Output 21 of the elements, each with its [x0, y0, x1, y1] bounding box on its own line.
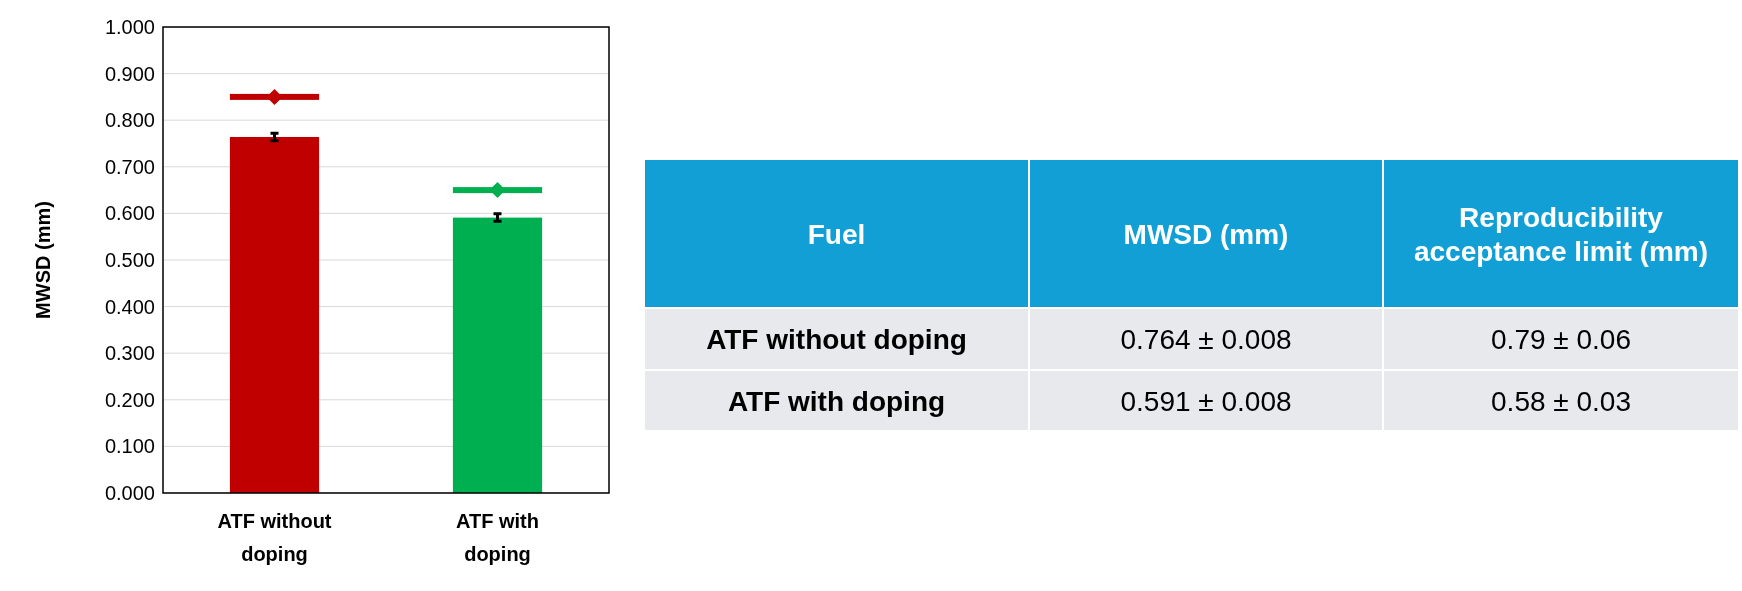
y-tick-label: 0.200 [104, 388, 155, 411]
text: 0.591 ± 0.008 [1120, 385, 1292, 417]
text: Reproducibility acceptance limit (mm) [1413, 201, 1709, 267]
y-tick-label: 0.800 [104, 109, 155, 132]
y-tick-label: 0.600 [104, 202, 155, 225]
y-tick-label: 0.100 [104, 435, 155, 458]
category-label: ATF without doping [706, 324, 967, 355]
text: 0.764 ± 0.008 [1120, 324, 1292, 355]
y-tick-label: 0.400 [104, 295, 155, 318]
text: Fuel [807, 218, 866, 250]
y-axis-title: MWSD (mm) [32, 201, 54, 319]
y-tick-label: 1.000 [104, 15, 155, 38]
category-label: ATF with doping [727, 385, 946, 417]
y-tick-label: 0.000 [104, 481, 155, 504]
y-tick-label: 0.900 [104, 62, 155, 85]
text: 0.79 ± 0.06 [1491, 324, 1631, 355]
y-tick-label: 0.700 [104, 155, 155, 178]
text: 0.58 ± 0.03 [1491, 385, 1631, 417]
y-tick-label: 0.300 [104, 342, 155, 365]
text: MWSD (mm) [1123, 218, 1289, 250]
y-tick-label: 0.500 [104, 248, 155, 271]
